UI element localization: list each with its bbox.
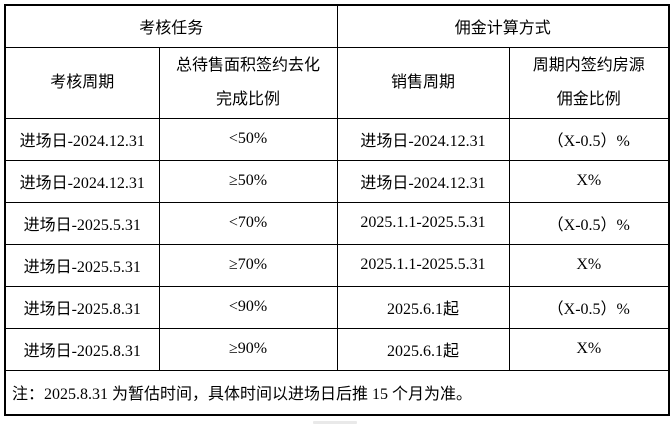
col-header-label: 完成比例 (216, 90, 281, 108)
col-header-sales-period: 销售周期 (336, 46, 510, 119)
commission-assessment-table: 考核任务 佣金计算方式 考核周期 总待售面积签约去化 完成比例 销售周期 周期内… (4, 4, 671, 416)
table-row: 进场日-2024.12.31 ≥50% 进场日-2024.12.31 X% (4, 159, 670, 203)
cell-sales-period: 2025.1.1-2025.5.31 (336, 201, 510, 245)
table-row: 进场日-2025.5.31 <70% 2025.1.1-2025.5.31 （X… (4, 201, 670, 245)
horizontal-scrollbar-thumb[interactable] (313, 421, 357, 424)
cell-assessment-period: 进场日-2025.8.31 (4, 327, 160, 371)
col-header-label: 销售周期 (391, 73, 456, 91)
table-row: 进场日-2024.12.31 <50% 进场日-2024.12.31 （X-0.… (4, 117, 670, 161)
cell-sales-period: 进场日-2024.12.31 (336, 159, 510, 203)
cell-assessment-period: 进场日-2024.12.31 (4, 159, 160, 203)
cell-assessment-period: 进场日-2025.5.31 (4, 201, 160, 245)
column-header-row: 考核周期 总待售面积签约去化 完成比例 销售周期 周期内签约房源 佣金比例 (4, 46, 670, 119)
cell-completion-ratio: <70% (158, 201, 338, 245)
cell-completion-ratio: <50% (158, 117, 338, 161)
cell-commission-rate: X% (508, 159, 670, 203)
group-header-assessment-task: 考核任务 (4, 4, 338, 48)
group-header-commission-calc: 佣金计算方式 (336, 4, 670, 48)
col-header-label: 佣金比例 (556, 90, 621, 108)
cell-completion-ratio: ≥90% (158, 327, 338, 371)
cell-completion-ratio: ≥70% (158, 243, 338, 287)
footnote-text: 注：2025.8.31 为暂估时间，具体时间以进场日后推 15 个月为准。 (4, 369, 670, 416)
cell-completion-ratio: ≥50% (158, 159, 338, 203)
col-header-commission-rate: 周期内签约房源 佣金比例 (508, 46, 670, 119)
col-header-assessment-period: 考核周期 (4, 46, 160, 119)
cell-commission-rate: （X-0.5）% (508, 117, 670, 161)
cell-commission-rate: X% (508, 327, 670, 371)
footnote-row: 注：2025.8.31 为暂估时间，具体时间以进场日后推 15 个月为准。 (4, 369, 670, 416)
cell-sales-period: 2025.6.1起 (336, 327, 510, 371)
table-row: 进场日-2025.8.31 ≥90% 2025.6.1起 X% (4, 327, 670, 371)
cell-assessment-period: 进场日-2024.12.31 (4, 117, 160, 161)
col-header-label: 考核周期 (50, 73, 115, 91)
table-row: 进场日-2025.8.31 <90% 2025.6.1起 （X-0.5）% (4, 285, 670, 329)
cell-completion-ratio: <90% (158, 285, 338, 329)
group-header-row: 考核任务 佣金计算方式 (4, 4, 670, 48)
cell-commission-rate: （X-0.5）% (508, 201, 670, 245)
col-header-label: 总待售面积签约去化 (176, 56, 321, 74)
col-header-signing-completion-ratio: 总待售面积签约去化 完成比例 (158, 46, 338, 119)
cell-assessment-period: 进场日-2025.5.31 (4, 243, 160, 287)
cell-commission-rate: X% (508, 243, 670, 287)
cell-commission-rate: （X-0.5）% (508, 285, 670, 329)
cell-assessment-period: 进场日-2025.8.31 (4, 285, 160, 329)
cell-sales-period: 2025.1.1-2025.5.31 (336, 243, 510, 287)
cell-sales-period: 2025.6.1起 (336, 285, 510, 329)
col-header-label: 周期内签约房源 (532, 56, 645, 74)
table-row: 进场日-2025.5.31 ≥70% 2025.1.1-2025.5.31 X% (4, 243, 670, 287)
cell-sales-period: 进场日-2024.12.31 (336, 117, 510, 161)
